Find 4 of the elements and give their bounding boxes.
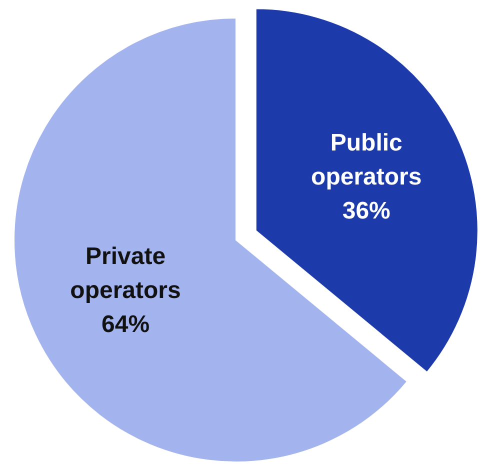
- slice-label: Private operators: [70, 243, 181, 304]
- data-label: 36%: [342, 198, 390, 225]
- slice-label: Public operators: [311, 130, 422, 191]
- data-label: 64%: [101, 311, 150, 338]
